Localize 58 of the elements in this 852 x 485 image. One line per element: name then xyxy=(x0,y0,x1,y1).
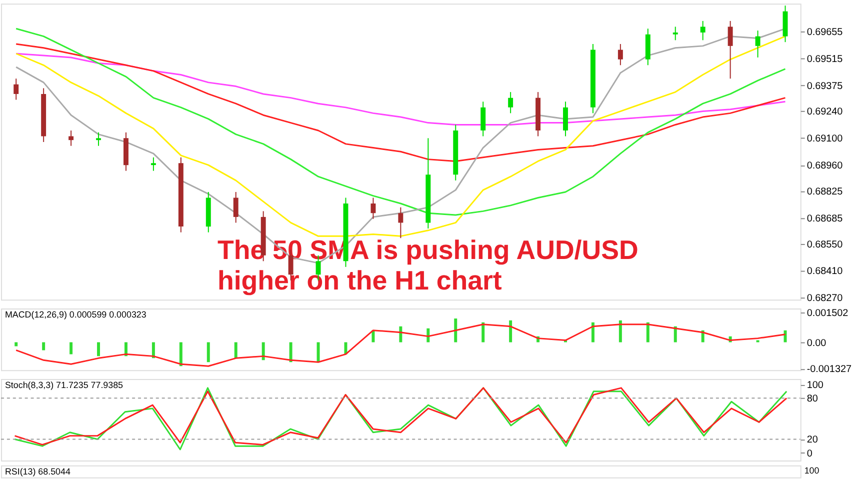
candlestick xyxy=(370,197,376,220)
bar xyxy=(206,342,210,362)
bar xyxy=(372,330,375,342)
bar xyxy=(618,320,622,342)
candlestick xyxy=(398,206,404,239)
bar xyxy=(70,342,73,354)
bar xyxy=(262,342,265,360)
bar xyxy=(509,320,512,342)
candlestick xyxy=(96,132,101,146)
y-tick-label: 0.69375 xyxy=(806,80,844,92)
y-tick-label: 0.001502 xyxy=(806,308,849,319)
candlestick xyxy=(700,20,706,41)
candlestick xyxy=(14,78,19,100)
bar xyxy=(316,342,320,362)
bar xyxy=(14,342,18,346)
y-tick-label: 0.69515 xyxy=(806,54,844,65)
y-tick-label: 0.68960 xyxy=(806,160,844,172)
text: RSI(13) 68.5044 xyxy=(4,466,70,476)
y-tick-label: 0.68270 xyxy=(806,293,844,304)
y-tick-label: 0.68410 xyxy=(806,266,844,278)
candlestick xyxy=(480,101,486,137)
candlestick xyxy=(508,92,514,114)
bar xyxy=(591,322,594,342)
candlestick xyxy=(755,30,760,58)
bar xyxy=(344,342,348,354)
y-tick-label: 0.68550 xyxy=(806,239,844,250)
bar xyxy=(646,322,650,342)
y-tick-label: 0.69100 xyxy=(806,134,844,145)
candlestick xyxy=(618,44,623,66)
candlestick xyxy=(233,191,238,224)
y-tick-label: 20 xyxy=(806,434,818,446)
y-tick-label: 0.68825 xyxy=(806,186,844,198)
y-tick-label: 100 xyxy=(806,380,824,391)
bar xyxy=(454,318,458,342)
y-tick-label: 80 xyxy=(806,394,818,405)
y-tick-label: 0.69240 xyxy=(806,106,844,118)
bar xyxy=(289,342,292,362)
candlestick xyxy=(563,101,568,137)
y-tick-label: -0.001327 xyxy=(806,364,852,376)
candlestick xyxy=(68,130,74,146)
bar xyxy=(234,342,238,358)
line-series xyxy=(15,324,786,367)
bar xyxy=(97,342,100,356)
y-tick-label: 0.00 xyxy=(806,338,827,349)
bar xyxy=(482,322,485,342)
chart-title: MACD(12,26,9) 0.000599 0.000323 xyxy=(4,309,146,320)
chart-title: Stoch(8,3,3) 71.7235 77.9385 xyxy=(4,380,124,390)
candlestick xyxy=(728,20,733,80)
candlestick xyxy=(672,26,678,41)
bar xyxy=(674,326,677,342)
line-series xyxy=(15,43,786,162)
bar xyxy=(42,342,46,350)
bar xyxy=(179,342,182,366)
y-tick-label: 0.68685 xyxy=(806,213,844,224)
y-tick-label: 0.69655 xyxy=(806,27,844,38)
y-tick-label: 0 xyxy=(806,448,813,460)
candlestick xyxy=(150,156,156,172)
bar xyxy=(399,326,402,342)
